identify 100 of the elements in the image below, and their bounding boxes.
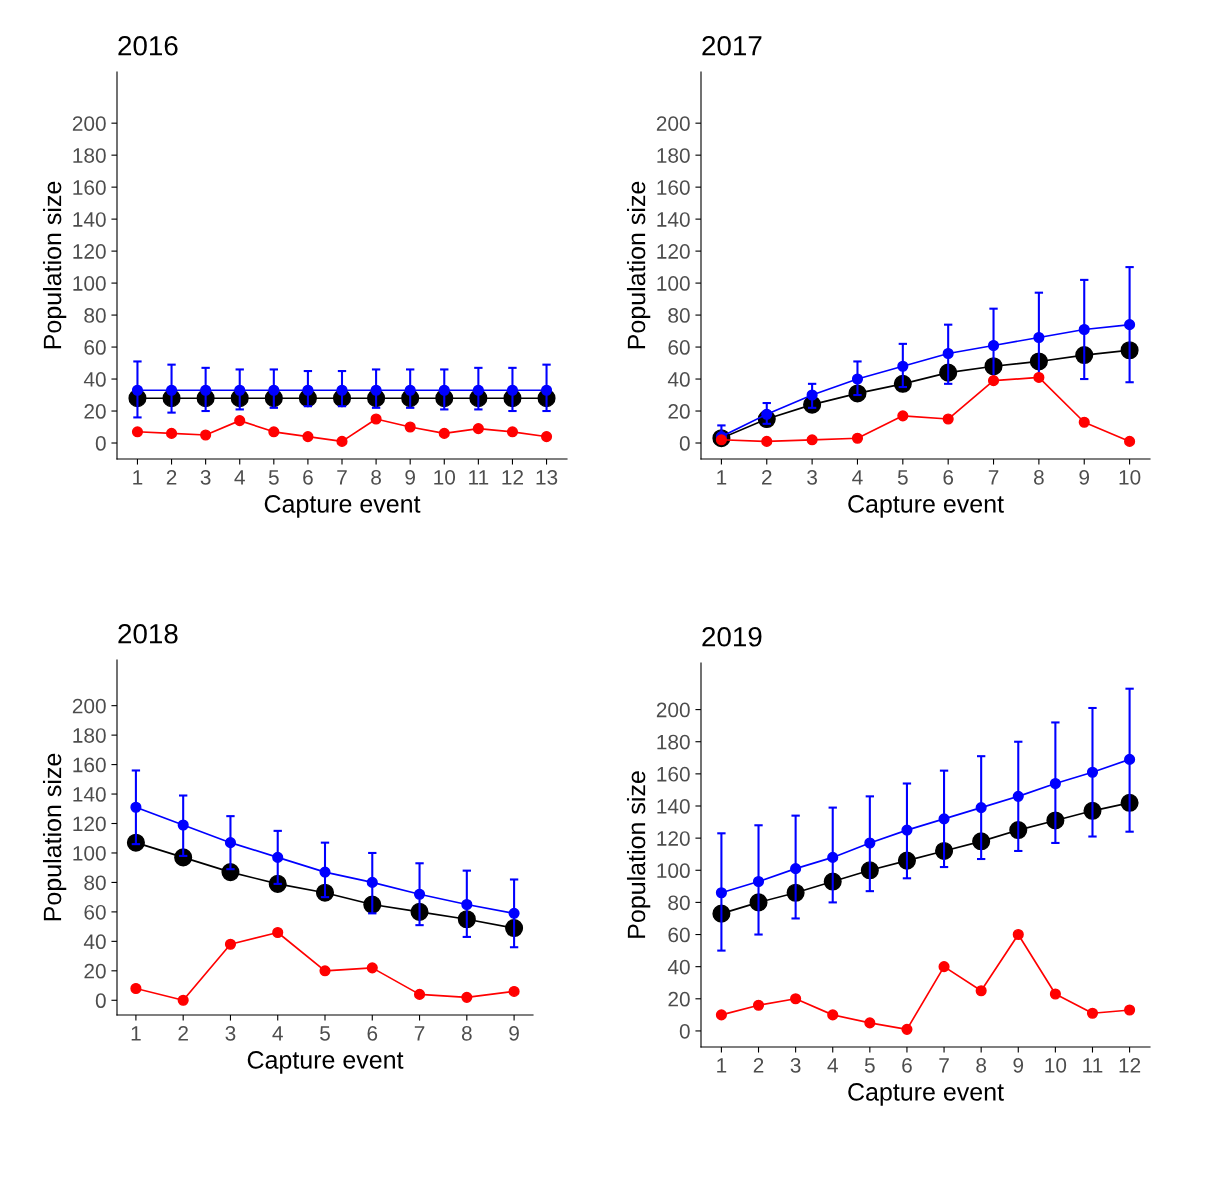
y-tick-label: 180 bbox=[73, 148, 106, 163]
x-tick-label: 10 bbox=[1045, 1057, 1067, 1073]
point bbox=[864, 1017, 876, 1029]
x-tick-label: 11 bbox=[1083, 1058, 1103, 1073]
y-axis-title: Population size bbox=[626, 181, 651, 349]
x-tick-label: 7 bbox=[988, 470, 999, 485]
x-tick-label: 2 bbox=[753, 1057, 764, 1073]
x-tick-label: 2 bbox=[762, 469, 772, 485]
point bbox=[901, 1023, 913, 1035]
y-tick-label: 100 bbox=[657, 863, 690, 879]
x-tick-label: 2 bbox=[178, 1025, 188, 1041]
y-tick-label: 0 bbox=[95, 993, 106, 1009]
x-tick-label: 3 bbox=[807, 469, 817, 485]
point bbox=[1078, 416, 1090, 428]
y-axis-title: Population size bbox=[626, 771, 651, 938]
point bbox=[1049, 988, 1061, 1000]
x-tick-label: 4 bbox=[234, 470, 245, 485]
point bbox=[272, 926, 284, 939]
point bbox=[224, 938, 237, 950]
y-tick-label: 40 bbox=[83, 934, 106, 950]
point bbox=[851, 432, 864, 444]
x-tick-label: 3 bbox=[200, 469, 211, 485]
y-tick-label: 0 bbox=[95, 436, 106, 451]
point bbox=[370, 413, 382, 425]
x-tick-label: 9 bbox=[1013, 1057, 1024, 1073]
y-tick-label: 140 bbox=[657, 799, 690, 814]
x-axis-title: Capture event bbox=[848, 495, 1004, 518]
x-tick-label: 8 bbox=[371, 469, 381, 485]
x-axis-title: Capture event bbox=[264, 495, 421, 518]
x-tick-label: 12 bbox=[1119, 1057, 1141, 1073]
y-tick-label: 20 bbox=[84, 963, 106, 979]
point bbox=[472, 423, 484, 435]
y-tick-label: 200 bbox=[72, 116, 106, 131]
y-tick-label: 120 bbox=[657, 244, 690, 259]
point bbox=[177, 994, 189, 1006]
point bbox=[366, 962, 378, 974]
y-tick-label: 80 bbox=[84, 308, 106, 323]
x-tick-label: 7 bbox=[337, 470, 347, 485]
y-tick-label: 20 bbox=[84, 404, 106, 419]
y-tick-label: 100 bbox=[657, 276, 690, 291]
x-tick-label: 5 bbox=[897, 470, 908, 485]
x-tick-label: 13 bbox=[536, 469, 558, 485]
x-tick-label: 9 bbox=[405, 469, 415, 485]
y-tick-label: 140 bbox=[73, 212, 106, 227]
point bbox=[506, 426, 519, 438]
y-tick-label: 120 bbox=[657, 831, 690, 846]
y-tick-label: 160 bbox=[73, 757, 106, 773]
y-tick-label: 120 bbox=[73, 816, 106, 832]
x-tick-label: 6 bbox=[367, 1025, 378, 1041]
point bbox=[438, 427, 450, 439]
x-tick-label: 10 bbox=[434, 469, 456, 485]
point bbox=[715, 1009, 727, 1021]
x-tick-label: 10 bbox=[1119, 469, 1141, 485]
point bbox=[336, 435, 348, 447]
x-tick-label: 2 bbox=[166, 469, 177, 485]
x-tick-label: 4 bbox=[827, 1058, 838, 1073]
y-tick-label: 60 bbox=[84, 340, 106, 355]
chart-title: 2016 bbox=[118, 35, 178, 56]
y-tick-label: 20 bbox=[668, 991, 690, 1007]
x-tick-label: 9 bbox=[509, 1025, 519, 1041]
y-tick-label: 40 bbox=[667, 959, 690, 975]
point bbox=[130, 982, 142, 995]
y-tick-label: 20 bbox=[668, 404, 690, 419]
y-tick-label: 180 bbox=[657, 734, 690, 750]
y-tick-label: 180 bbox=[657, 148, 690, 163]
y-tick-label: 200 bbox=[656, 116, 690, 131]
x-tick-label: 6 bbox=[902, 1057, 912, 1073]
x-tick-label: 7 bbox=[414, 1026, 425, 1041]
x-tick-label: 4 bbox=[852, 470, 863, 485]
point bbox=[302, 431, 314, 443]
point bbox=[827, 1009, 839, 1021]
point bbox=[234, 415, 246, 427]
x-tick-label: 5 bbox=[320, 1026, 330, 1041]
y-tick-label: 200 bbox=[656, 702, 690, 718]
x-tick-label: 12 bbox=[502, 469, 523, 485]
x-tick-label: 5 bbox=[864, 1058, 875, 1073]
x-tick-label: 9 bbox=[1079, 469, 1090, 485]
y-tick-label: 0 bbox=[679, 436, 690, 451]
point bbox=[942, 413, 954, 425]
point bbox=[752, 999, 765, 1011]
point bbox=[165, 427, 178, 439]
x-tick-label: 4 bbox=[272, 1026, 283, 1041]
point bbox=[1033, 371, 1045, 383]
y-tick-label: 160 bbox=[657, 766, 690, 782]
y-tick-label: 80 bbox=[668, 895, 690, 911]
x-tick-label: 7 bbox=[939, 1058, 949, 1073]
x-tick-label: 8 bbox=[461, 1025, 472, 1041]
y-tick-label: 200 bbox=[72, 698, 106, 714]
point bbox=[404, 421, 416, 433]
x-axis-title: Capture event bbox=[848, 1083, 1004, 1106]
point bbox=[461, 991, 473, 1003]
x-tick-label: 6 bbox=[303, 469, 313, 485]
x-tick-label: 11 bbox=[469, 470, 489, 485]
y-tick-label: 160 bbox=[73, 180, 106, 195]
point bbox=[938, 961, 950, 973]
point bbox=[897, 410, 909, 422]
y-tick-label: 100 bbox=[73, 276, 106, 291]
point bbox=[987, 375, 1000, 387]
y-tick-label: 40 bbox=[83, 372, 106, 387]
x-axis-title: Capture event bbox=[247, 1051, 404, 1074]
